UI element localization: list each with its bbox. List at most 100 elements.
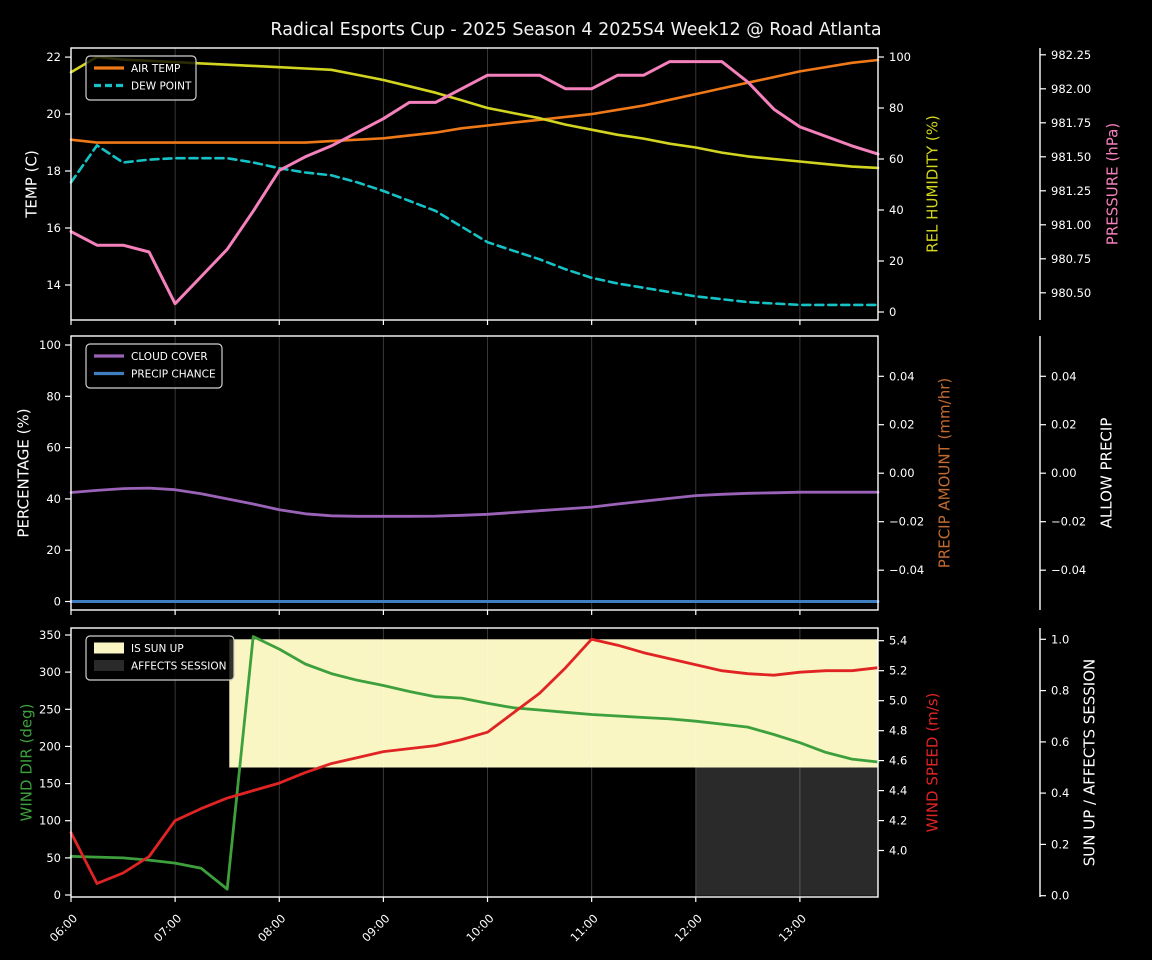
y-tick-label: −0.04 bbox=[889, 563, 924, 577]
y-tick-label: 20 bbox=[46, 107, 61, 121]
panel-percentage: 0 20 40 60 80 100 PERCENTAGE (%) −0.04 −0.02 0.00… bbox=[14, 335, 1115, 615]
y-tick-label: 20 bbox=[889, 254, 904, 268]
panel-wind: 06:00 07:00 08:00 09:00 10:00 11:00 12:00 13:00… bbox=[17, 627, 1098, 945]
y-tick-label: 250 bbox=[39, 702, 61, 716]
y-tick-label: 0.02 bbox=[889, 418, 915, 432]
series-line-rel-humidity bbox=[69, 55, 880, 170]
y-tick-label: 0.00 bbox=[1051, 466, 1077, 480]
series-line-cloud-cover bbox=[69, 486, 880, 518]
legend-item-affects-session: AFFECTS SESSION bbox=[94, 660, 227, 672]
legend-label: IS SUN UP bbox=[131, 643, 184, 655]
y-tick-label: 40 bbox=[889, 203, 904, 217]
y-tick-label: 20 bbox=[46, 543, 61, 557]
y-tick-label: 100 bbox=[889, 50, 911, 64]
x-tick-label: 11:00 bbox=[567, 911, 600, 944]
legend-swatch-patch bbox=[94, 660, 124, 671]
y-tick-label: 981.25 bbox=[1051, 184, 1091, 198]
legend-label: DEW POINT bbox=[131, 80, 192, 92]
legend-item-is-sun-up: IS SUN UP bbox=[94, 642, 184, 655]
axis-label-rel-humidity-: REL HUMIDITY (%) bbox=[923, 115, 941, 253]
y-tick-label: 4.4 bbox=[889, 784, 907, 798]
y-tick-label: 982.25 bbox=[1051, 48, 1091, 62]
y-tick-label: 981.00 bbox=[1051, 218, 1091, 232]
y-tick-label: 80 bbox=[46, 389, 61, 403]
y-tick-label: 50 bbox=[46, 851, 61, 865]
band-affects-session bbox=[695, 767, 878, 896]
axis-label-temp-c-: TEMP (C) bbox=[22, 150, 40, 219]
chart-panels: 14 16 18 20 22 TEMP (C) 0 20 40 60 80 100 REL HUMIDI… bbox=[14, 47, 1121, 945]
y-tick-label: 980.50 bbox=[1051, 286, 1091, 300]
legend-label: PRECIP CHANCE bbox=[131, 368, 216, 380]
series-line-wind-speed bbox=[69, 637, 880, 885]
y-tick-label: 80 bbox=[889, 101, 904, 115]
legend-item-cloud-cover: CLOUD COVER bbox=[94, 351, 208, 363]
axis-label-pressure-hpa-: PRESSURE (hPa) bbox=[1103, 123, 1121, 245]
y-tick-label: 150 bbox=[39, 777, 61, 791]
y-tick-label: 350 bbox=[39, 628, 61, 642]
y-tick-label: 980.75 bbox=[1051, 252, 1091, 266]
x-tick-label: 06:00 bbox=[47, 911, 80, 944]
y-tick-label: 4.2 bbox=[889, 814, 907, 828]
y-tick-label: 40 bbox=[46, 492, 61, 506]
axis-label-precip-amount-mm-hr-: PRECIP AMOUNT (mm/hr) bbox=[935, 378, 953, 568]
legend-label: AIR TEMP bbox=[131, 63, 180, 75]
axis-label-sun-up-affects-session: SUN UP / AFFECTS SESSION bbox=[1080, 659, 1098, 867]
y-tick-label: 1.0 bbox=[1051, 632, 1069, 646]
y-tick-label: 60 bbox=[46, 441, 61, 455]
y-tick-label: 0.04 bbox=[1051, 369, 1077, 383]
y-tick-label: 0.8 bbox=[1051, 684, 1069, 698]
y-tick-label: 60 bbox=[889, 152, 904, 166]
y-tick-label: 0 bbox=[54, 595, 61, 609]
axis-label-percentage-: PERCENTAGE (%) bbox=[14, 408, 32, 537]
panel-frame bbox=[70, 627, 879, 898]
legend: IS SUN UP AFFECTS SESSION bbox=[85, 635, 235, 681]
y-tick-label: 982.00 bbox=[1051, 82, 1091, 96]
y-tick-label: 200 bbox=[39, 739, 61, 753]
panel-temperature: 14 16 18 20 22 TEMP (C) 0 20 40 60 80 100 REL HUMIDI… bbox=[22, 47, 1121, 325]
y-tick-label: −0.04 bbox=[1051, 563, 1086, 577]
y-tick-label: 4.8 bbox=[889, 724, 907, 738]
legend: AIR TEMP DEW POINT bbox=[85, 55, 197, 101]
y-tick-label: 0.2 bbox=[1051, 837, 1069, 851]
y-tick-label: −0.02 bbox=[889, 515, 924, 529]
panel-frame bbox=[70, 47, 879, 321]
x-tick-label: 12:00 bbox=[672, 911, 705, 944]
y-tick-label: 5.0 bbox=[889, 694, 907, 708]
legend-label: CLOUD COVER bbox=[131, 351, 208, 363]
y-tick-label: 5.4 bbox=[889, 634, 907, 648]
axis-label-wind-dir-deg-: WIND DIR (deg) bbox=[17, 704, 35, 822]
y-tick-label: 22 bbox=[46, 50, 61, 64]
y-tick-label: 0.04 bbox=[889, 369, 915, 383]
legend-item-air-temp: AIR TEMP bbox=[94, 63, 180, 75]
y-tick-label: 981.50 bbox=[1051, 150, 1091, 164]
y-tick-label: −0.02 bbox=[1051, 515, 1086, 529]
series-line-dew-point bbox=[69, 144, 880, 307]
legend-item-dew-point: DEW POINT bbox=[94, 80, 192, 92]
series-line-air-temp bbox=[69, 58, 880, 144]
y-tick-label: 300 bbox=[39, 665, 61, 679]
y-tick-label: 0 bbox=[54, 888, 61, 902]
axis-label-allow-precip: ALLOW PRECIP bbox=[1097, 418, 1115, 529]
y-tick-label: 16 bbox=[46, 221, 61, 235]
y-tick-label: 4.6 bbox=[889, 754, 907, 768]
y-tick-label: 5.2 bbox=[889, 664, 907, 678]
y-tick-label: 0.02 bbox=[1051, 418, 1077, 432]
band-is-sun-up bbox=[229, 639, 879, 768]
y-tick-label: 0.0 bbox=[1051, 889, 1069, 903]
y-tick-label: 100 bbox=[39, 338, 61, 352]
x-tick-label: 13:00 bbox=[776, 911, 809, 944]
axis-label-wind-speed-m-s-: WIND SPEED (m/s) bbox=[923, 693, 941, 833]
y-tick-label: 0 bbox=[889, 305, 896, 319]
y-tick-label: 0.00 bbox=[889, 466, 915, 480]
y-tick-label: 4.0 bbox=[889, 844, 907, 858]
legend-label: AFFECTS SESSION bbox=[131, 660, 227, 672]
y-tick-label: 981.75 bbox=[1051, 116, 1091, 130]
x-tick-label: 10:00 bbox=[463, 911, 496, 944]
y-tick-label: 0.6 bbox=[1051, 735, 1069, 749]
chart-title: Radical Esports Cup - 2025 Season 4 2025… bbox=[270, 20, 881, 40]
legend-item-precip-chance: PRECIP CHANCE bbox=[94, 368, 216, 380]
legend: CLOUD COVER PRECIP CHANCE bbox=[85, 343, 223, 389]
x-tick-label: 07:00 bbox=[151, 911, 184, 944]
